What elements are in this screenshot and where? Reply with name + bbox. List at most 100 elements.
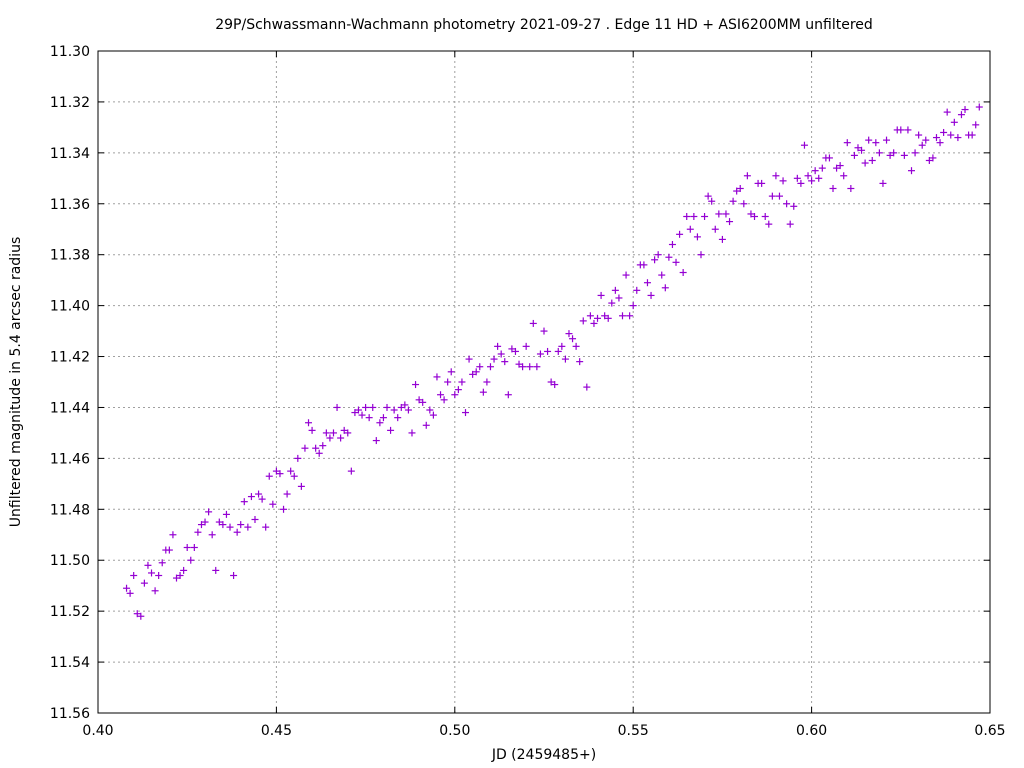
data-point [276,470,284,478]
data-point [594,314,602,322]
data-point [490,355,498,363]
data-point [765,220,773,228]
data-point [590,319,598,327]
x-tick-label: 0.65 [974,723,1005,739]
data-point [975,103,983,111]
data-point [458,378,466,386]
data-point [126,589,134,597]
data-point [800,141,808,149]
data-point [658,271,666,279]
data-point [233,528,241,536]
data-point [900,151,908,159]
axis-ticks [97,50,991,714]
data-point [201,518,209,526]
data-point [533,363,541,371]
data-point [526,363,534,371]
y-axis-label: Unfiltered magnitude in 5.4 arcsec radiu… [8,237,24,528]
data-point [751,213,759,220]
data-point [376,419,384,427]
data-point [451,391,459,399]
data-point [219,521,227,529]
data-point [783,200,791,208]
data-point [711,225,719,233]
data-point [194,528,202,536]
data-point [258,495,266,503]
data-point [476,363,484,371]
data-point [230,572,238,580]
data-point [758,179,766,187]
x-tick-label: 0.55 [618,723,649,739]
data-point [340,426,348,434]
data-point [622,271,630,279]
data-point [123,584,131,592]
data-point [643,279,651,287]
data-point [255,490,263,498]
data-point [586,312,594,320]
y-tick-label: 11.40 [50,299,90,315]
data-point [472,368,480,376]
data-points [123,103,983,620]
data-point [672,258,680,266]
data-point [547,378,555,386]
data-point [736,184,744,192]
data-point [169,531,177,539]
data-point [932,134,940,142]
data-point [176,572,184,580]
data-point [743,172,751,180]
data-point [394,414,402,422]
data-point [722,210,730,218]
data-point [715,210,723,218]
data-point [868,156,876,164]
data-point [508,345,516,353]
data-point [886,151,894,159]
data-point [640,261,648,269]
data-point [676,230,684,238]
data-point [740,200,748,208]
data-point [929,154,937,162]
y-tick-label: 11.52 [50,604,90,620]
data-point [469,370,477,378]
data-point [911,149,919,157]
y-tick-label: 11.34 [50,146,90,162]
data-point [183,544,191,551]
data-point [501,358,509,366]
data-point [872,139,880,147]
data-point [690,213,698,220]
data-point [686,225,694,233]
data-point [825,154,833,162]
data-point [379,414,387,422]
data-point [572,342,580,350]
data-point [790,202,798,210]
x-tick-label: 0.45 [261,723,292,739]
data-point [251,515,259,523]
x-axis-label: JD (2459485+) [491,747,596,763]
data-point [943,108,951,116]
data-point [897,126,905,134]
data-point [972,121,980,129]
data-point [718,235,726,243]
data-point [483,378,491,386]
data-point [569,335,577,343]
data-point [865,136,873,144]
data-point [626,312,634,320]
data-point [265,472,273,480]
data-point [818,164,826,172]
data-point [290,472,298,480]
data-point [840,172,848,180]
data-point [665,253,673,261]
data-point [444,378,452,386]
y-tick-label: 11.36 [50,197,90,213]
data-point [397,403,405,411]
data-point [144,561,152,569]
data-point [369,403,377,411]
data-point [922,136,930,144]
data-point [708,197,716,205]
data-point [383,403,391,411]
data-point [140,579,148,587]
data-point [308,426,316,434]
data-point [287,467,295,475]
data-point [486,363,494,371]
data-point [504,391,512,399]
data-point [908,167,916,175]
grid-lines [98,51,990,713]
